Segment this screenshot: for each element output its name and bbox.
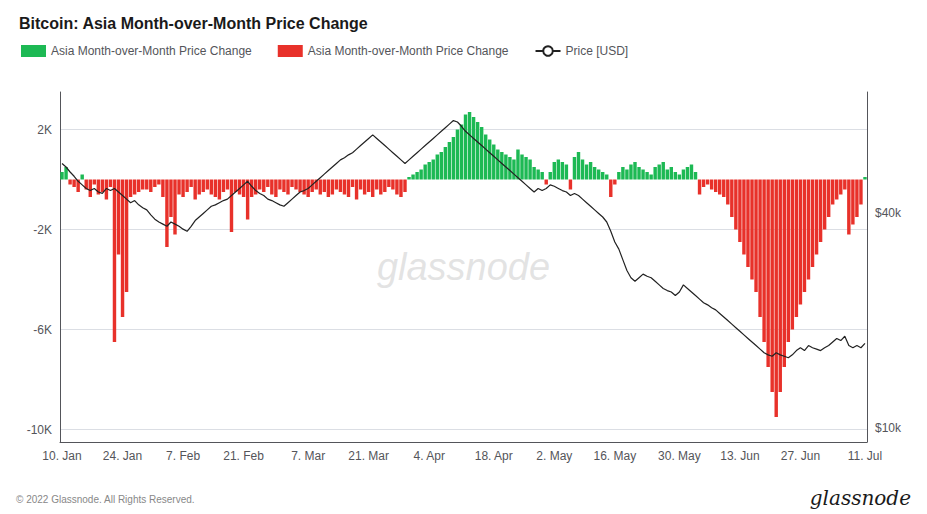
svg-text:Asia Month-over-Month Price Ch: Asia Month-over-Month Price Change [308, 44, 509, 58]
svg-text:7. Feb: 7. Feb [166, 449, 200, 463]
svg-text:$10k: $10k [875, 421, 902, 435]
svg-text:glassnode: glassnode [810, 486, 911, 510]
svg-text:-2K: -2K [33, 223, 52, 237]
svg-text:21. Feb: 21. Feb [223, 449, 264, 463]
svg-text:2K: 2K [37, 123, 52, 137]
svg-text:18. Apr: 18. Apr [475, 449, 513, 463]
svg-text:27. Jun: 27. Jun [781, 449, 820, 463]
svg-text:glassnode: glassnode [377, 246, 550, 288]
svg-text:-10K: -10K [27, 423, 52, 437]
svg-text:7. Mar: 7. Mar [291, 449, 325, 463]
svg-text:30. May: 30. May [658, 449, 701, 463]
svg-text:Price [USD]: Price [USD] [566, 44, 629, 58]
svg-text:Bitcoin: Asia Month-over-Month: Bitcoin: Asia Month-over-Month Price Cha… [19, 15, 368, 32]
svg-text:21. Mar: 21. Mar [348, 449, 389, 463]
svg-text:16. May: 16. May [593, 449, 636, 463]
svg-text:13. Jun: 13. Jun [720, 449, 759, 463]
svg-text:24. Jan: 24. Jan [103, 449, 142, 463]
svg-text:$40k: $40k [875, 206, 902, 220]
svg-text:4. Apr: 4. Apr [414, 449, 445, 463]
svg-text:11. Jul: 11. Jul [848, 449, 882, 463]
svg-text:Asia Month-over-Month Price Ch: Asia Month-over-Month Price Change [51, 44, 252, 58]
svg-text:-6K: -6K [33, 323, 52, 337]
svg-text:2. May: 2. May [536, 449, 572, 463]
svg-text:10. Jan: 10. Jan [42, 449, 81, 463]
svg-text:© 2022 Glassnode. All Rights R: © 2022 Glassnode. All Rights Reserved. [16, 494, 195, 505]
